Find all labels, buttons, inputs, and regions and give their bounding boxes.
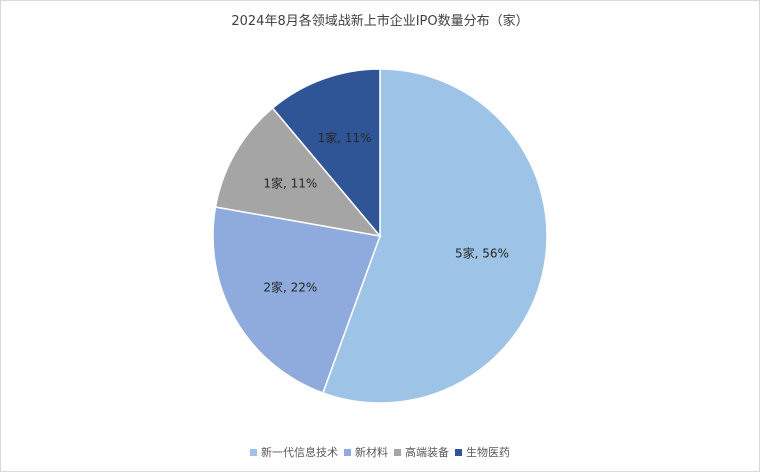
legend: 新一代信息技术 新材料 高端装备 生物医药 [1, 444, 759, 460]
legend-item: 生物医药 [455, 444, 510, 460]
slice-data-label: 5家, 56% [455, 245, 509, 260]
pie-slice [321, 68, 548, 404]
legend-swatch [344, 448, 351, 456]
legend-item: 新材料 [344, 444, 388, 460]
legend-swatch [455, 448, 462, 456]
slice-data-label: 1家, 11% [318, 130, 372, 145]
legend-item: 高端装备 [394, 444, 449, 460]
legend-swatch [250, 448, 257, 456]
legend-label: 生物医药 [466, 446, 510, 459]
legend-item: 新一代信息技术 [250, 444, 338, 460]
pie-chart: 5家, 56% 2家, 22% 1家, 11% 1家, 11% [212, 68, 548, 404]
slice-data-label: 1家, 11% [263, 176, 317, 191]
slice-data-label: 2家, 22% [263, 279, 317, 294]
chart-title: 2024年8月各领域战新上市企业IPO数量分布（家） [231, 14, 529, 29]
legend-label: 新材料 [355, 446, 388, 459]
legend-swatch [394, 448, 401, 456]
pie-slice [214, 107, 382, 238]
pie-slice [212, 206, 382, 394]
legend-label: 新一代信息技术 [261, 446, 338, 459]
pie-slice [271, 68, 381, 239]
legend-label: 高端装备 [405, 446, 449, 459]
